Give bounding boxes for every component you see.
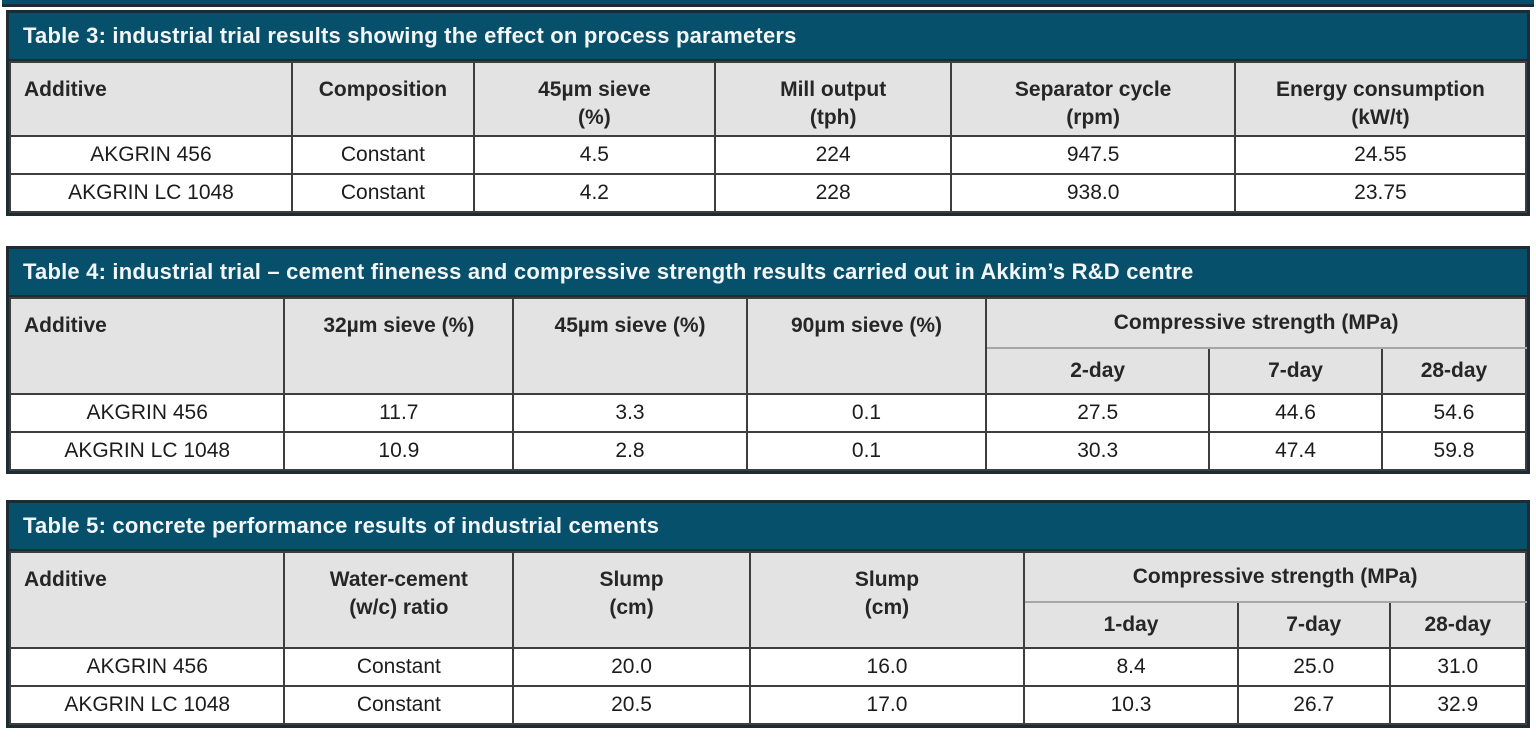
column-header-separator-cycle: Separator cycle (rpm) <box>950 61 1236 137</box>
column-group-compressive-strength: Compressive strength (MPa) <box>1023 551 1527 603</box>
cell-strength-1-day: 8.4 <box>1023 647 1239 687</box>
column-group-compressive-strength: Compressive strength (MPa) <box>985 297 1527 349</box>
cell-strength-1-day: 10.3 <box>1023 685 1239 725</box>
column-header-32um-sieve: 32µm sieve (%) <box>283 297 515 395</box>
cell-strength-28-day: 31.0 <box>1388 647 1528 687</box>
table-3: Table 3: industrial trial results showin… <box>6 10 1530 216</box>
cell-water-cement-ratio: Constant <box>283 647 515 687</box>
column-header-mill-output: Mill output (tph) <box>713 61 953 137</box>
cell-strength-28-day: 54.6 <box>1380 393 1528 433</box>
cell-additive: AKGRIN LC 1048 <box>8 431 286 471</box>
column-header-additive: Additive <box>8 551 286 649</box>
cell-separator-cycle: 947.5 <box>950 135 1236 175</box>
column-header-28-day: 28-day <box>1388 601 1528 649</box>
column-header-slump-1: Slump (cm) <box>512 551 751 649</box>
cell-composition: Constant <box>290 173 475 213</box>
table-5-grid: Additive Water-cement (w/c) ratio Slump … <box>8 551 1528 725</box>
table-5: Table 5: concrete performance results of… <box>6 500 1530 728</box>
cell-slump-2: 17.0 <box>748 685 1026 725</box>
column-header-energy-consumption: Energy consumption (kW/t) <box>1233 61 1528 137</box>
cell-composition: Constant <box>290 135 475 175</box>
cell-additive: AKGRIN LC 1048 <box>9 173 293 213</box>
spacer <box>0 474 1536 500</box>
table-3-grid: Additive Composition 45µm sieve (%) Mill… <box>9 61 1528 213</box>
cell-45um-sieve: 4.5 <box>472 135 716 175</box>
column-header-slump-2: Slump (cm) <box>748 551 1026 649</box>
column-header-2-day: 2-day <box>985 347 1211 395</box>
cell-32um-sieve: 11.7 <box>283 393 515 433</box>
cell-slump-1: 20.0 <box>512 647 751 687</box>
cropped-top-strip <box>2 0 1534 7</box>
cell-45um-sieve: 2.8 <box>512 431 748 471</box>
cell-45um-sieve: 4.2 <box>472 173 716 213</box>
spacer <box>0 216 1536 246</box>
cell-additive: AKGRIN 456 <box>8 393 286 433</box>
column-header-7-day: 7-day <box>1236 601 1391 649</box>
table-row: AKGRIN 456 Constant 20.0 16.0 8.4 25.0 3… <box>8 647 1528 687</box>
cell-strength-7-day: 44.6 <box>1208 393 1383 433</box>
table-row: AKGRIN LC 1048 10.9 2.8 0.1 30.3 47.4 59… <box>8 431 1528 471</box>
cell-additive: AKGRIN LC 1048 <box>8 685 286 725</box>
cell-45um-sieve: 3.3 <box>512 393 748 433</box>
table-row: AKGRIN 456 Constant 4.5 224 947.5 24.55 <box>9 135 1528 175</box>
column-header-1-day: 1-day <box>1023 601 1239 649</box>
cell-additive: AKGRIN 456 <box>8 647 286 687</box>
table-4-grid: Additive 32µm sieve (%) 45µm sieve (%) 9… <box>8 297 1528 471</box>
cell-water-cement-ratio: Constant <box>283 685 515 725</box>
cell-strength-28-day: 32.9 <box>1388 685 1528 725</box>
cell-90um-sieve: 0.1 <box>745 431 988 471</box>
cell-slump-1: 20.5 <box>512 685 751 725</box>
cell-strength-2-day: 30.3 <box>985 431 1211 471</box>
table-row: AKGRIN 456 11.7 3.3 0.1 27.5 44.6 54.6 <box>8 393 1528 433</box>
table-row: AKGRIN LC 1048 Constant 4.2 228 938.0 23… <box>9 173 1528 213</box>
column-header-28-day: 28-day <box>1380 347 1528 395</box>
cell-energy-consumption: 24.55 <box>1233 135 1528 175</box>
column-header-additive: Additive <box>8 297 286 395</box>
cell-90um-sieve: 0.1 <box>745 393 988 433</box>
column-header-composition: Composition <box>290 61 475 137</box>
cell-32um-sieve: 10.9 <box>283 431 515 471</box>
cell-strength-7-day: 25.0 <box>1236 647 1391 687</box>
column-header-45um-sieve: 45µm sieve (%) <box>472 61 716 137</box>
column-header-90um-sieve: 90µm sieve (%) <box>745 297 988 395</box>
table-3-title: Table 3: industrial trial results showin… <box>9 13 1527 61</box>
cell-slump-2: 16.0 <box>748 647 1026 687</box>
cell-mill-output: 224 <box>713 135 953 175</box>
table-3-header-row: Additive Composition 45µm sieve (%) Mill… <box>9 61 1528 137</box>
column-header-45um-sieve: 45µm sieve (%) <box>512 297 748 395</box>
column-header-water-cement-ratio: Water-cement (w/c) ratio <box>283 551 515 649</box>
cell-strength-7-day: 47.4 <box>1208 431 1383 471</box>
cell-strength-7-day: 26.7 <box>1236 685 1391 725</box>
table-row: AKGRIN LC 1048 Constant 20.5 17.0 10.3 2… <box>8 685 1528 725</box>
column-header-7-day: 7-day <box>1208 347 1383 395</box>
table-5-title: Table 5: concrete performance results of… <box>9 503 1527 551</box>
table-4-title: Table 4: industrial trial – cement finen… <box>9 249 1527 297</box>
cell-additive: AKGRIN 456 <box>9 135 293 175</box>
cell-mill-output: 228 <box>713 173 953 213</box>
table-4: Table 4: industrial trial – cement finen… <box>6 246 1530 474</box>
table-5-header-row-2: 1-day 7-day 28-day <box>10 601 1528 649</box>
cell-separator-cycle: 938.0 <box>950 173 1236 213</box>
table-4-header-row-2: 2-day 7-day 28-day <box>10 347 1528 395</box>
table-5-header-row-1: Additive Water-cement (w/c) ratio Slump … <box>8 551 1527 649</box>
column-header-additive: Additive <box>9 61 293 137</box>
cell-strength-2-day: 27.5 <box>985 393 1211 433</box>
cell-energy-consumption: 23.75 <box>1233 173 1528 213</box>
cell-strength-28-day: 59.8 <box>1380 431 1528 471</box>
table-4-header-row-1: Additive 32µm sieve (%) 45µm sieve (%) 9… <box>8 297 1527 395</box>
